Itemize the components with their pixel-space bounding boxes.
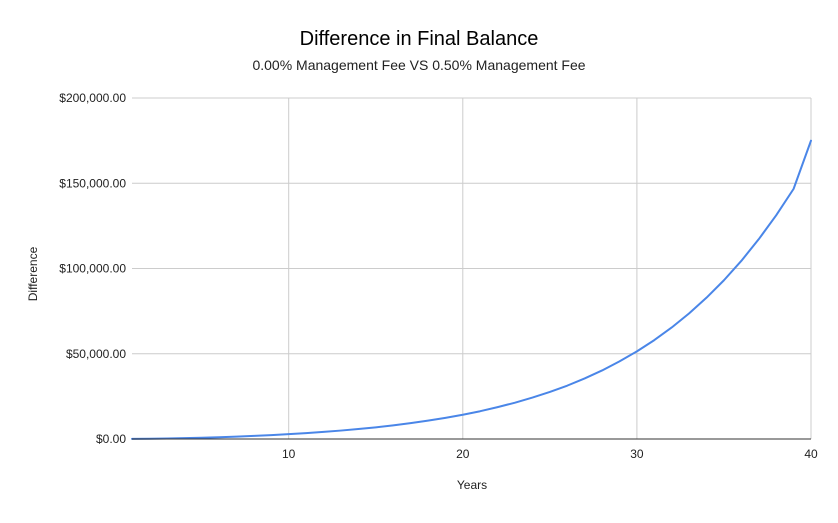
series-layer [131,139,812,440]
y-tick-label: $200,000.00 [59,91,126,105]
y-tick-label: $0.00 [96,432,126,446]
chart-title: Difference in Final Balance [300,28,539,50]
x-tick-label: 40 [804,447,818,461]
x-axis-label: Years [457,478,487,492]
y-tick-label: $100,000.00 [59,262,126,276]
y-tick-label: $150,000.00 [59,176,126,190]
x-tick-label: 10 [282,447,296,461]
y-tick-label: $50,000.00 [66,347,126,361]
gridlines [132,97,812,439]
y-axis-ticks: $0.00 $50,000.00 $100,000.00 $150,000.00 $20… [59,91,126,446]
x-tick-label: 20 [456,447,470,461]
y-axis-label: Difference [26,246,40,301]
x-tick-label: 30 [630,447,644,461]
x-axis-ticks: 10 20 30 40 [282,447,818,461]
series-line [131,139,812,440]
chart-subtitle: 0.00% Management Fee VS 0.50% Management… [252,57,585,73]
